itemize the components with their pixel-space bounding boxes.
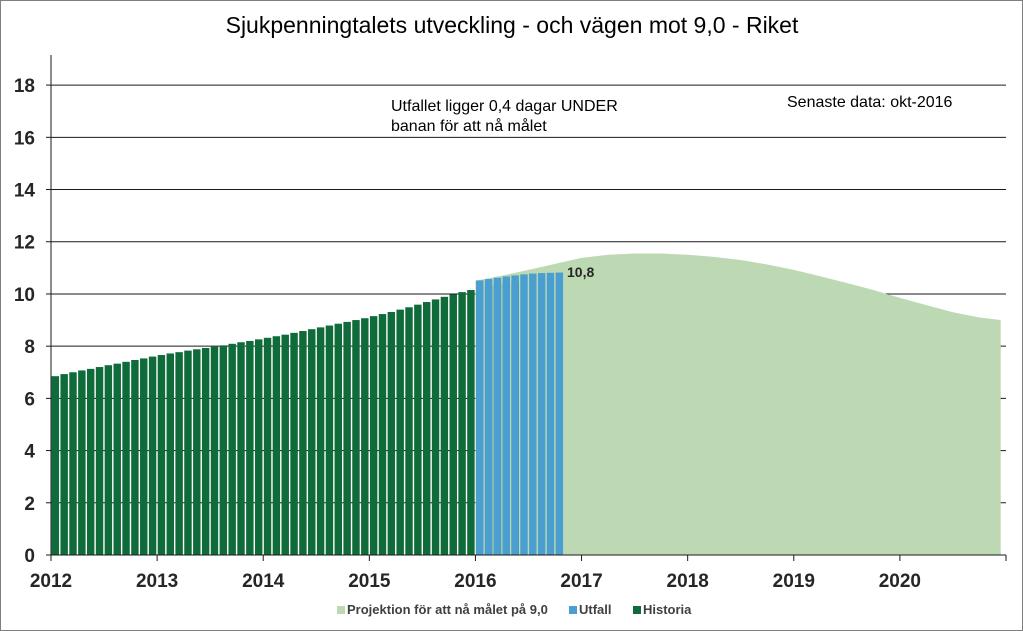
y-tick-label: 16	[14, 128, 35, 149]
x-tick-label: 2012	[30, 571, 72, 592]
historia-bar	[308, 329, 316, 555]
historia-bar	[325, 325, 334, 555]
historia-bar	[467, 290, 475, 555]
y-tick-label: 0	[24, 546, 35, 567]
historia-bar	[86, 368, 95, 555]
historia-bar	[104, 365, 113, 555]
y-tick-label: 10	[14, 285, 35, 306]
legend-utfall-label: Utfall	[579, 602, 612, 617]
historia-bar	[299, 331, 307, 555]
historia-bar	[122, 361, 130, 555]
x-tick-label: 2017	[560, 571, 602, 592]
y-tick-label: 14	[14, 181, 36, 202]
x-tick-label: 2019	[773, 571, 815, 592]
historia-bar	[458, 292, 466, 555]
historia-bar	[343, 321, 351, 555]
x-tick-label: 2014	[242, 571, 285, 592]
historia-bar	[113, 363, 121, 555]
historia-bar	[184, 350, 192, 555]
historia-bar	[316, 327, 325, 555]
historia-bar	[237, 342, 245, 555]
status-annotation-line2: banan för att nå målet	[391, 117, 547, 135]
x-tick-label: 2020	[879, 571, 921, 592]
projection-area	[475, 253, 1001, 556]
legend-projektion-label: Projektion för att nå målet på 9,0	[347, 602, 548, 617]
historia-bar	[378, 314, 387, 555]
historia-bar	[369, 316, 378, 555]
historia-bar	[51, 376, 60, 555]
historia-bar	[219, 345, 228, 555]
historia-bar	[334, 323, 343, 555]
legend-historia-label: Historia	[643, 602, 692, 617]
x-tick-label: 2016	[454, 571, 496, 592]
historia-bar	[246, 340, 254, 555]
historia-bar	[449, 294, 457, 555]
historia-bar	[263, 337, 272, 555]
historia-bar	[193, 349, 201, 555]
historia-bar	[95, 367, 104, 555]
status-annotation-line1: Utfallet ligger 0,4 dagar UNDER	[391, 98, 618, 115]
historia-bar	[148, 356, 157, 555]
latest-data-annotation: Senaste data: okt-2016	[787, 94, 953, 111]
historia-bar	[290, 332, 298, 555]
chart-title: Sjukpenningtalets utveckling - och vägen…	[226, 12, 799, 38]
historia-bar	[405, 307, 413, 555]
historia-bar	[175, 352, 183, 555]
bar-layer	[51, 272, 564, 555]
utfall-bar	[520, 274, 528, 555]
historia-bar	[69, 372, 77, 555]
historia-bar	[166, 353, 174, 555]
utfall-bar	[511, 275, 519, 555]
historia-bar	[60, 374, 68, 555]
utfall-bar	[502, 276, 511, 555]
historia-bar	[387, 311, 396, 555]
y-tick-label: 12	[14, 233, 35, 254]
x-tick-label: 2013	[136, 571, 178, 592]
historia-bar	[272, 336, 281, 555]
x-tick-label: 2015	[348, 571, 391, 592]
utfall-bar	[529, 273, 537, 555]
historia-bar	[140, 358, 148, 555]
historia-bar	[228, 343, 236, 555]
y-tick-label: 2	[24, 494, 35, 515]
y-tick-label: 6	[24, 389, 35, 410]
historia-bar	[440, 296, 449, 555]
historia-bar	[396, 309, 404, 555]
historia-bar	[281, 334, 289, 555]
historia-bar	[210, 346, 219, 555]
historia-bar	[422, 302, 431, 555]
historia-bar	[431, 299, 440, 555]
historia-bar	[254, 339, 263, 555]
utfall-bar	[484, 279, 493, 555]
projection-area-layer	[475, 253, 1001, 556]
historia-bar	[157, 355, 166, 555]
historia-bar	[352, 320, 360, 555]
y-tick-label: 8	[24, 337, 35, 358]
tick-labels: 0 2 4 6 8 10 12 14 16 18 2012 2013 2014 2015 2016 2017 2…	[14, 76, 921, 592]
legend-historia-swatch	[633, 606, 641, 614]
legend-projektion-swatch	[337, 606, 345, 614]
x-tick-label: 2018	[667, 571, 709, 592]
utfall-bar	[476, 280, 484, 555]
historia-bar	[201, 347, 210, 555]
utfall-bar	[546, 272, 555, 555]
utfall-bar	[493, 277, 502, 555]
legend: Projektion för att nå målet på 9,0 Utfall…	[337, 602, 692, 617]
legend-utfall-swatch	[569, 606, 577, 614]
historia-bar	[361, 318, 369, 555]
y-tick-label: 18	[14, 76, 35, 97]
historia-bar	[131, 359, 139, 555]
historia-bar	[78, 370, 86, 555]
utfall-bar	[537, 273, 546, 555]
utfall-bar	[555, 272, 564, 555]
y-tick-label: 4	[24, 442, 35, 463]
axes	[46, 55, 1007, 561]
last-value-label: 10,8	[567, 264, 594, 280]
historia-bar	[414, 304, 422, 555]
